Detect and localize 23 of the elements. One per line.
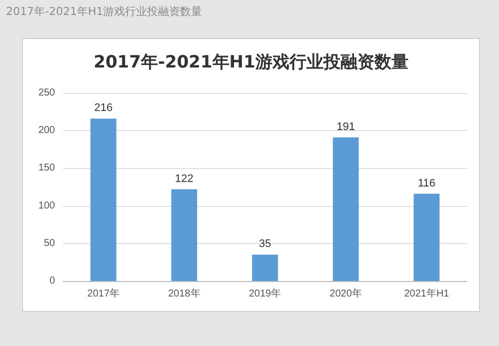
data-label: 216 bbox=[94, 102, 113, 114]
bar bbox=[90, 118, 116, 281]
bar bbox=[414, 194, 440, 281]
bar bbox=[332, 137, 359, 281]
data-label: 116 bbox=[418, 177, 436, 190]
data-label: 35 bbox=[258, 238, 272, 250]
chart-subtitle: 2017年-2021年H1游戏行业投融资数量 bbox=[6, 4, 202, 19]
chart-title: 2017年-2021年H1游戏行业投融资数量 bbox=[94, 52, 408, 72]
y-tick-label: 50 bbox=[44, 238, 56, 249]
x-tick-label: 2017年 bbox=[87, 288, 120, 300]
y-tick-label: 0 bbox=[49, 276, 56, 286]
x-tick-label: 2020年 bbox=[330, 288, 362, 300]
x-tick-label: 2019年 bbox=[248, 288, 282, 300]
x-tick-label: 2018年 bbox=[168, 288, 200, 300]
y-tick-label: 200 bbox=[38, 125, 56, 136]
y-tick-label: 150 bbox=[38, 162, 56, 174]
bar bbox=[171, 189, 198, 281]
y-tick-label: 100 bbox=[38, 200, 56, 212]
x-tick-label: 2021年H1 bbox=[404, 288, 450, 300]
data-label: 191 bbox=[336, 120, 355, 133]
data-label: 122 bbox=[175, 172, 194, 185]
y-tick-label: 250 bbox=[38, 88, 56, 98]
bar bbox=[252, 254, 278, 281]
